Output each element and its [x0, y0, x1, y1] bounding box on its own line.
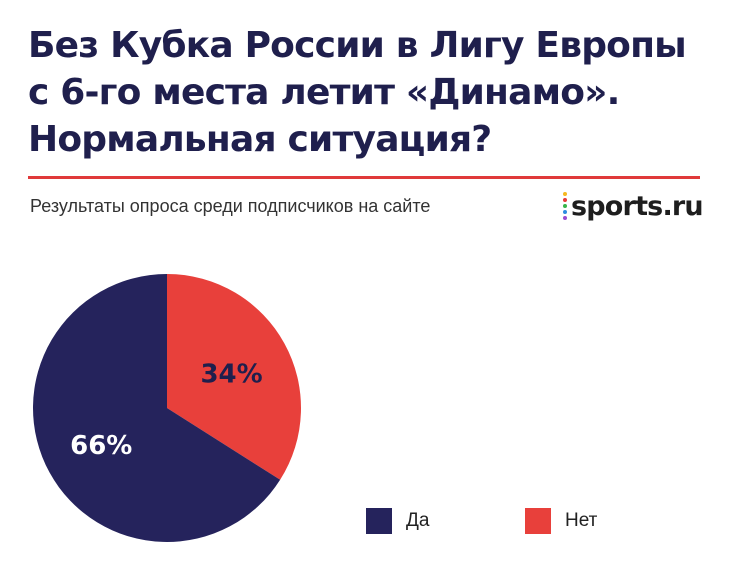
pie-label-yes: 66% — [70, 431, 132, 461]
pie-slice-yes — [33, 274, 281, 542]
logo-text: sports.ru — [571, 190, 704, 222]
page-title: Без Кубка России в Лигу Европы с 6-го ме… — [28, 22, 718, 163]
pie-label-no: 34% — [200, 359, 262, 389]
sports-ru-logo: sports.ru — [563, 188, 704, 224]
legend-item-yes: Да — [366, 508, 429, 534]
pie-chart: 66% 34% — [33, 274, 301, 542]
title-line-1: Без Кубка России в Лигу Европы — [28, 25, 687, 66]
title-line-3: Нормальная ситуация? — [28, 119, 492, 160]
pie-slice-no — [167, 274, 301, 480]
subtitle: Результаты опроса среди подписчиков на с… — [30, 196, 431, 216]
title-line-2: с 6-го места летит «Динамо». — [28, 72, 620, 113]
legend-item-no: Нет — [525, 508, 597, 534]
legend-label-no: Нет — [565, 510, 598, 531]
logo-dots-icon — [563, 191, 567, 221]
legend-label-yes: Да — [406, 510, 430, 531]
legend-swatch-no — [525, 508, 551, 534]
title-divider — [28, 176, 700, 179]
legend-swatch-yes — [366, 508, 392, 534]
